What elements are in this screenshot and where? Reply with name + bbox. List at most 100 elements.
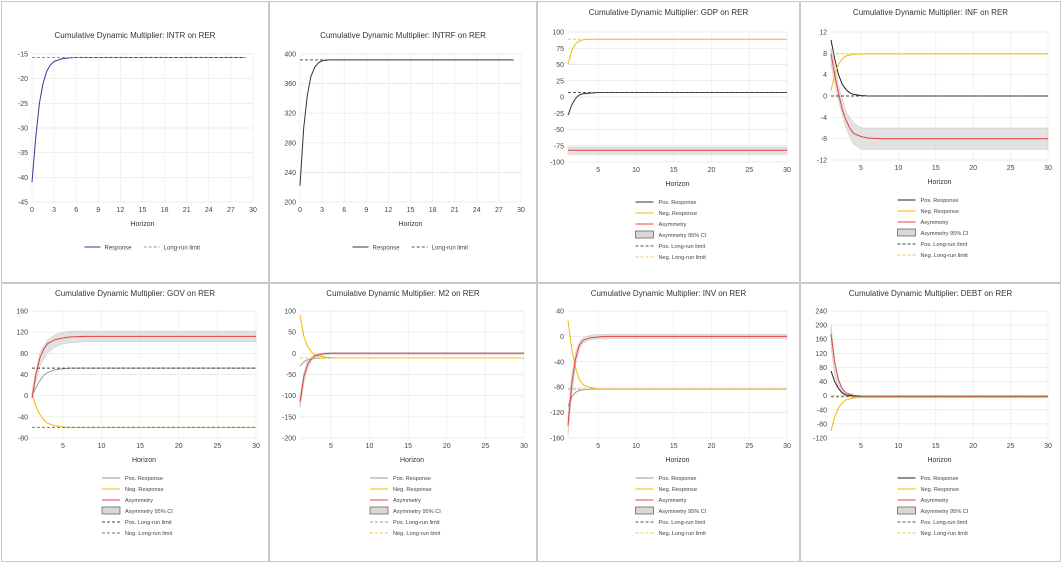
legend-label: Asymmetry 95% CI xyxy=(921,231,969,237)
series-line xyxy=(299,315,524,359)
y-tick-label: -100 xyxy=(550,160,564,167)
y-tick-label: -40 xyxy=(817,407,827,414)
x-axis-label: Horizon xyxy=(132,457,156,464)
y-tick-label: -120 xyxy=(550,410,564,417)
x-tick-label: 15 xyxy=(407,207,415,214)
legend-swatch xyxy=(369,506,389,515)
x-tick-label: 9 xyxy=(96,207,100,214)
legend: Pos. Response Neg. Response Asymmetry Asymm… xyxy=(897,476,969,537)
x-tick-label: 0 xyxy=(30,207,34,214)
x-tick-label: 5 xyxy=(329,443,333,450)
legend-label: Neg. Response xyxy=(125,487,164,493)
legend: Response Long-run limit xyxy=(84,246,200,252)
x-tick-label: 12 xyxy=(385,207,393,214)
y-tick-label: 8 xyxy=(823,51,827,58)
series-line xyxy=(31,392,256,428)
legend-label: Asymmetry xyxy=(659,498,687,504)
series-line xyxy=(567,388,787,407)
chart-svg: Cumulative Dynamic Multiplier: M2 on RER… xyxy=(282,289,528,537)
legend-label: Neg. Response xyxy=(921,487,960,493)
y-tick-label: 80 xyxy=(20,351,28,358)
chart-title: Cumulative Dynamic Multiplier: GDP on RE… xyxy=(589,8,749,17)
ci-band xyxy=(299,352,525,409)
legend-swatch xyxy=(635,230,654,239)
y-tick-label: -160 xyxy=(550,436,564,443)
y-tick-label: -50 xyxy=(286,372,296,379)
legend-label: Neg. Long-run limit xyxy=(659,255,707,261)
y-tick-label: -12 xyxy=(817,158,827,165)
x-tick-label: 25 xyxy=(213,443,221,450)
x-tick-label: 15 xyxy=(139,207,147,214)
x-tick-label: 27 xyxy=(227,207,235,214)
chart-title: Cumulative Dynamic Multiplier: DEBT on R… xyxy=(849,289,1013,298)
chart-panel-gdp: Cumulative Dynamic Multiplier: GDP on RE… xyxy=(537,1,800,283)
x-axis-label: Horizon xyxy=(927,457,951,464)
legend-label: Asymmetry 95% CI xyxy=(125,509,173,515)
legend: Pos. Response Neg. Response Asymmetry Asymm… xyxy=(635,200,707,261)
series-line xyxy=(31,335,256,399)
x-axis-label: Horizon xyxy=(130,221,154,228)
y-tick-label: -35 xyxy=(18,150,28,157)
y-tick-label: 80 xyxy=(819,365,827,372)
y-tick-label: 160 xyxy=(815,337,827,344)
y-tick-label: 120 xyxy=(815,351,827,358)
series-line xyxy=(567,335,787,426)
x-tick-label: 30 xyxy=(1044,165,1052,172)
ci-band xyxy=(567,334,788,435)
series-line xyxy=(830,39,1048,97)
y-tick-label: -150 xyxy=(282,414,296,421)
x-tick-label: 25 xyxy=(745,443,753,450)
x-tick-label: 20 xyxy=(708,167,716,174)
chart-title: Cumulative Dynamic Multiplier: INV on RE… xyxy=(591,289,747,298)
x-axis-label: Horizon xyxy=(398,221,422,228)
y-tick-label: 40 xyxy=(819,379,827,386)
x-tick-label: 5 xyxy=(859,165,863,172)
x-tick-label: 25 xyxy=(1007,165,1015,172)
y-tick-label: 240 xyxy=(815,309,827,316)
series-line xyxy=(830,53,1048,140)
y-tick-label: -30 xyxy=(18,126,28,133)
legend-label: Pos. Response xyxy=(921,476,959,482)
legend-label: Pos. Long-run limit xyxy=(921,520,968,526)
y-tick-label: 320 xyxy=(284,111,296,118)
x-tick-label: 10 xyxy=(632,443,640,450)
x-tick-label: 15 xyxy=(404,443,412,450)
chart-title: Cumulative Dynamic Multiplier: M2 on RER xyxy=(326,289,480,298)
x-tick-label: 25 xyxy=(745,167,753,174)
legend: Response Long-run limit xyxy=(352,246,468,252)
y-tick-label: -200 xyxy=(282,436,296,443)
y-tick-label: -40 xyxy=(554,359,564,366)
y-tick-label: 100 xyxy=(552,30,564,37)
legend-label: Neg. Response xyxy=(921,209,960,215)
y-tick-label: 75 xyxy=(556,46,564,53)
x-axis-label: Horizon xyxy=(665,457,689,464)
series-line xyxy=(299,59,514,186)
chart-title: Cumulative Dynamic Multiplier: INTRF on … xyxy=(320,31,486,40)
chart-panel-inf: Cumulative Dynamic Multiplier: INF on RE… xyxy=(800,1,1061,283)
legend: Pos. Response Neg. Response Asymmetry Asymm… xyxy=(635,476,707,537)
x-axis-label: Horizon xyxy=(665,181,689,188)
y-tick-label: 0 xyxy=(560,334,564,341)
ci-band xyxy=(830,47,1049,150)
legend-label: Neg. Long-run limit xyxy=(921,531,969,537)
chart-svg: Cumulative Dynamic Multiplier: INF on RE… xyxy=(817,8,1052,259)
y-tick-label: 120 xyxy=(16,330,28,337)
x-tick-label: 24 xyxy=(205,207,213,214)
y-tick-label: 12 xyxy=(819,30,827,37)
legend-label: Neg. Long-run limit xyxy=(125,531,173,537)
x-tick-label: 30 xyxy=(520,443,528,450)
x-tick-label: 15 xyxy=(932,165,940,172)
y-tick-label: -80 xyxy=(18,436,28,443)
chart-svg: Cumulative Dynamic Multiplier: INTRF on … xyxy=(284,31,525,252)
y-tick-label: 160 xyxy=(16,309,28,316)
chart-svg: Cumulative Dynamic Multiplier: INV on RE… xyxy=(550,289,791,537)
x-tick-label: 30 xyxy=(783,167,791,174)
legend-label: Asymmetry 95% CI xyxy=(393,509,441,515)
y-tick-label: 40 xyxy=(20,372,28,379)
y-tick-label: 50 xyxy=(288,330,296,337)
y-tick-label: -25 xyxy=(554,111,564,118)
x-tick-label: 20 xyxy=(708,443,716,450)
x-tick-label: 10 xyxy=(894,165,902,172)
x-tick-label: 5 xyxy=(61,443,65,450)
x-tick-label: 27 xyxy=(495,207,503,214)
